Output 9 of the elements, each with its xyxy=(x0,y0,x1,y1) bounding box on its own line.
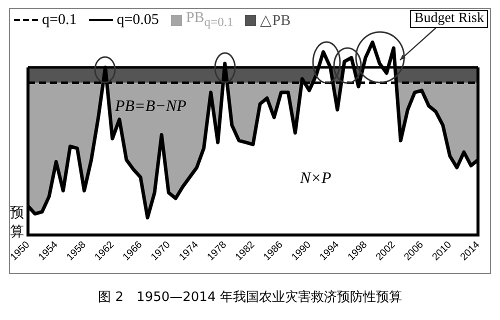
legend-label: PB$_{q=0.1}$ xyxy=(186,10,234,30)
legend-label: q=0.1 xyxy=(42,12,77,28)
annotation: PB=B−NP xyxy=(115,98,186,116)
annotation: Budget Risk xyxy=(410,10,488,28)
legend-label: q=0.05 xyxy=(116,12,159,28)
text: 图 2 1950—2014 年我国农业灾害救济预防性预算 xyxy=(97,289,403,306)
annotation: N×P xyxy=(300,170,332,188)
legend-label: △PB xyxy=(260,12,291,30)
y-axis-title: 预算 xyxy=(10,204,24,242)
